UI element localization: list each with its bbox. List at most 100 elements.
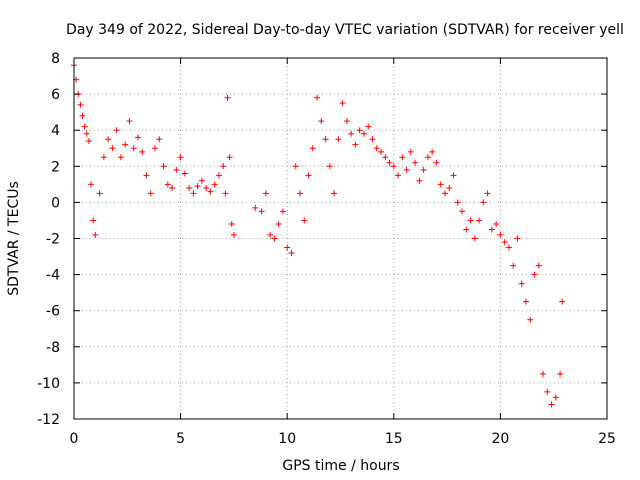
data-point <box>226 154 233 161</box>
data-point <box>169 184 176 191</box>
data-point <box>463 226 470 233</box>
data-point <box>279 208 286 215</box>
data-point <box>459 208 466 215</box>
data-point <box>207 188 214 195</box>
data-point <box>476 217 483 224</box>
x-tick-label: 25 <box>598 431 616 447</box>
data-point <box>403 166 410 173</box>
data-point <box>501 239 508 246</box>
y-tick-label: 8 <box>51 51 60 67</box>
data-point <box>395 172 402 179</box>
y-tick-label: -4 <box>46 268 60 284</box>
data-point <box>378 148 385 155</box>
grid <box>74 58 607 419</box>
data-point <box>267 231 274 238</box>
data-point <box>92 231 99 238</box>
data-point <box>130 145 137 152</box>
data-point <box>373 145 380 152</box>
data-point <box>471 235 478 242</box>
data-point <box>531 271 538 278</box>
y-tick-label: -8 <box>46 340 60 356</box>
data-point <box>314 94 321 101</box>
data-point <box>143 172 150 179</box>
data-point <box>548 401 555 408</box>
y-tick-label: -2 <box>46 232 60 248</box>
data-point <box>437 181 444 188</box>
data-point <box>230 231 237 238</box>
data-point <box>258 208 265 215</box>
data-point <box>522 298 529 305</box>
y-tick-label: -12 <box>37 412 60 428</box>
data-point <box>416 177 423 184</box>
data-point <box>134 134 141 141</box>
y-tick-label: -6 <box>46 304 60 320</box>
y-tick-labels: -12 -10 -8 -6 -4 -2 0 2 4 6 8 <box>37 51 60 428</box>
data-point <box>96 190 103 197</box>
data-point <box>305 172 312 179</box>
data-point <box>222 190 229 197</box>
data-point <box>540 370 547 377</box>
data-point <box>343 118 350 125</box>
data-point <box>77 101 84 108</box>
data-point <box>275 221 282 228</box>
data-point <box>429 148 436 155</box>
data-point <box>331 190 338 197</box>
data-point <box>85 138 92 145</box>
data-point <box>198 177 205 184</box>
y-tick-label: 0 <box>51 195 60 211</box>
data-point <box>88 181 95 188</box>
data-point <box>386 159 393 166</box>
data-point <box>488 226 495 233</box>
data-point <box>164 181 171 188</box>
data-point <box>535 262 542 269</box>
data-point <box>284 244 291 251</box>
plot-frame <box>73 57 608 420</box>
data-point <box>194 183 201 190</box>
data-point <box>420 166 427 173</box>
data-point <box>360 130 367 137</box>
data-point <box>326 163 333 170</box>
data-point <box>152 145 159 152</box>
data-point <box>552 394 559 401</box>
x-tick-label: 10 <box>278 431 296 447</box>
data-point <box>79 112 86 119</box>
data-point <box>220 163 227 170</box>
data-point <box>382 154 389 161</box>
data-point <box>301 217 308 224</box>
data-point <box>356 127 363 134</box>
data-point <box>365 123 372 130</box>
data-point <box>224 94 231 101</box>
data-point <box>186 184 193 191</box>
data-point <box>90 217 97 224</box>
data-point <box>322 136 329 143</box>
x-tick-label: 0 <box>70 431 79 447</box>
data-point <box>497 231 504 238</box>
data-point <box>433 159 440 166</box>
y-tick-label: 2 <box>51 159 60 175</box>
data-point <box>215 172 222 179</box>
data-point <box>173 166 180 173</box>
data-point <box>271 235 278 242</box>
data-point <box>544 388 551 395</box>
data-points <box>71 62 566 408</box>
data-point <box>252 204 259 211</box>
data-point <box>288 249 295 256</box>
data-point <box>484 190 491 197</box>
data-point <box>348 130 355 137</box>
data-point <box>339 100 346 107</box>
x-tick-label: 20 <box>491 431 509 447</box>
x-tick-labels: 0 5 10 15 20 25 <box>70 431 616 447</box>
data-point <box>203 184 210 191</box>
data-point <box>147 190 154 197</box>
data-point <box>105 136 112 143</box>
x-tick-label: 15 <box>385 431 403 447</box>
data-point <box>454 199 461 206</box>
data-point <box>450 172 457 179</box>
data-point <box>117 154 124 161</box>
data-point <box>335 136 342 143</box>
data-point <box>399 154 406 161</box>
data-point <box>441 190 448 197</box>
data-point <box>83 130 90 137</box>
data-point <box>177 154 184 161</box>
